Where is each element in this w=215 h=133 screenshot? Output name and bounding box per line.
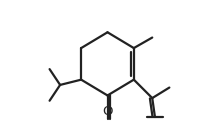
Text: O: O [102, 105, 113, 118]
